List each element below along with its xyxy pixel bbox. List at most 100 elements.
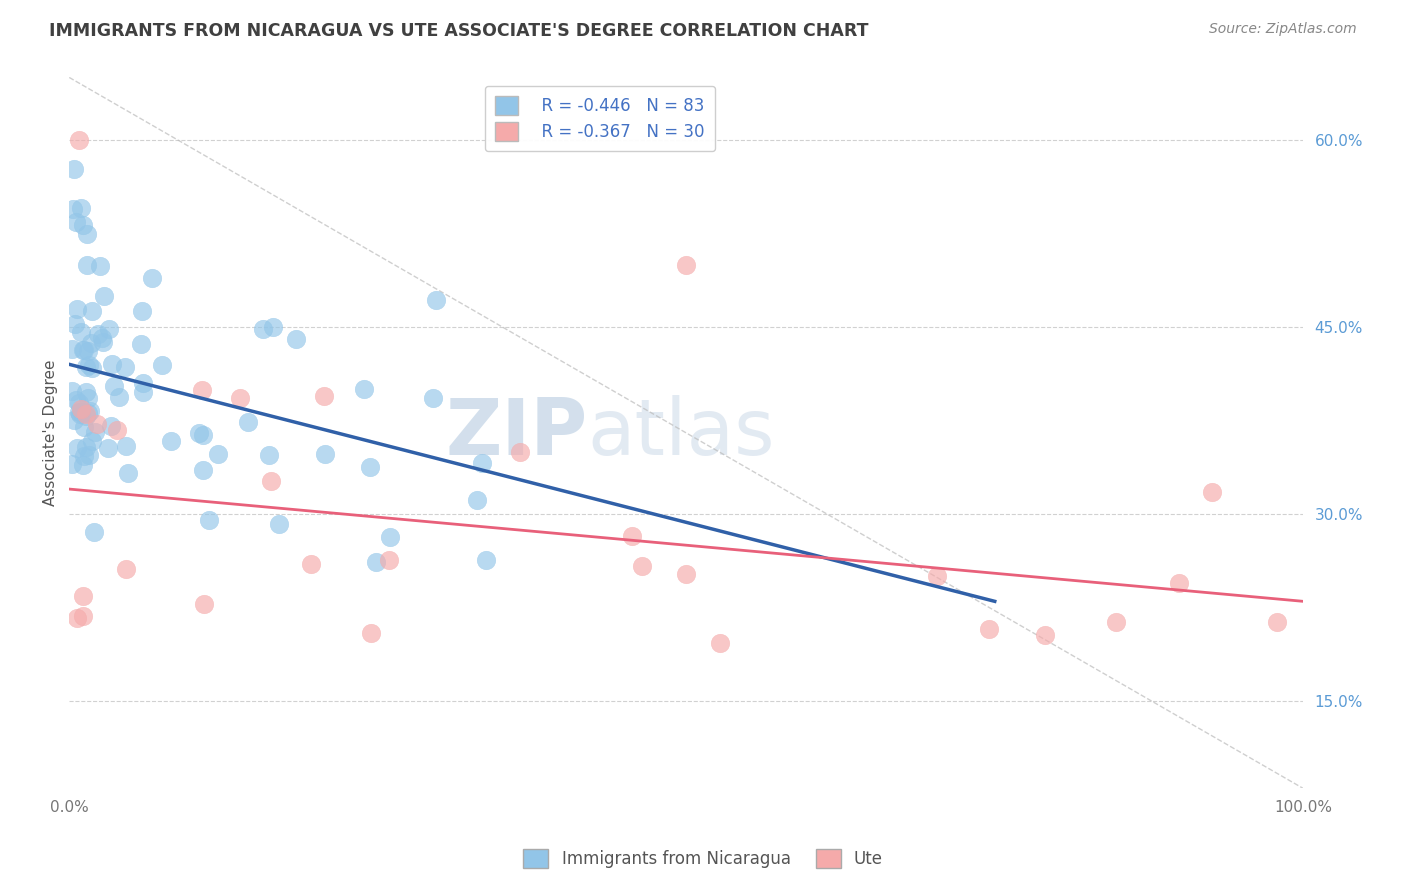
Point (131, 303, 153, 318)
Point (91, 331, 114, 345)
Point (76, 406, 98, 420)
Point (620, 529, 643, 543)
Point (312, 389, 335, 403)
Point (72, 343, 94, 358)
Point (76, 391, 98, 405)
Point (89, 259, 111, 273)
Legend: Immigrants from Nicaragua, Ute: Immigrants from Nicaragua, Ute (516, 842, 890, 875)
Point (193, 597, 215, 611)
Point (353, 383, 375, 397)
Point (79, 404, 101, 418)
Point (75, 385, 97, 400)
Point (72, 458, 94, 473)
Point (72, 589, 94, 603)
Point (80, 360, 103, 375)
Point (262, 319, 284, 334)
Point (97, 441, 120, 455)
Point (260, 475, 283, 489)
Point (150, 358, 173, 372)
Point (299, 557, 322, 571)
Point (475, 553, 498, 567)
Point (141, 271, 163, 285)
Point (70, 326, 93, 340)
Point (75, 407, 97, 421)
Point (675, 566, 697, 581)
Point (422, 391, 444, 405)
Point (65, 611, 87, 625)
Point (1033, 628, 1056, 642)
Point (77, 448, 100, 462)
Point (67, 405, 90, 419)
Point (252, 322, 274, 336)
Point (77, 358, 100, 372)
Point (66, 302, 89, 317)
Point (257, 448, 280, 462)
Point (86, 327, 108, 342)
Point (267, 517, 290, 532)
Text: ZIP: ZIP (446, 395, 588, 471)
Point (191, 428, 214, 442)
Point (98, 322, 121, 336)
Point (108, 390, 131, 404)
Point (1168, 575, 1191, 590)
Point (132, 376, 155, 390)
Point (72, 343, 94, 358)
Point (66, 441, 89, 455)
Point (115, 439, 138, 453)
Point (62, 413, 84, 427)
Point (284, 332, 307, 346)
Point (188, 426, 211, 441)
Point (65, 393, 87, 408)
Point (927, 569, 949, 583)
Point (207, 447, 229, 461)
Legend:   R = -0.446   N = 83,   R = -0.367   N = 30: R = -0.446 N = 83, R = -0.367 N = 30 (485, 86, 716, 151)
Point (709, 636, 731, 650)
Point (630, 559, 652, 574)
Point (65, 215, 87, 229)
Point (79, 335, 101, 350)
Point (76, 258, 98, 272)
Point (229, 391, 252, 405)
Point (1201, 484, 1223, 499)
Point (198, 513, 221, 527)
Point (72, 450, 94, 464)
Point (82, 303, 104, 318)
Point (60, 342, 83, 356)
Point (76, 227, 98, 241)
Point (509, 445, 531, 459)
Point (75, 360, 97, 375)
Point (75, 409, 97, 424)
Point (70, 201, 93, 215)
Point (82, 434, 104, 448)
Point (1265, 615, 1288, 630)
Point (60, 457, 83, 471)
Point (377, 552, 399, 566)
Point (471, 456, 494, 470)
Point (70, 402, 93, 417)
Point (190, 383, 212, 397)
Point (360, 626, 382, 640)
Point (977, 623, 1000, 637)
Point (101, 357, 124, 371)
Text: Source: ZipAtlas.com: Source: ZipAtlas.com (1209, 22, 1357, 37)
Point (675, 258, 697, 272)
Point (67, 133, 90, 147)
Point (77, 344, 100, 359)
Point (132, 384, 155, 399)
Point (103, 379, 125, 393)
Point (72, 218, 94, 232)
Point (467, 493, 489, 508)
Point (86, 417, 108, 431)
Point (114, 360, 136, 375)
Point (378, 530, 401, 544)
Point (238, 415, 260, 429)
Point (359, 460, 381, 475)
Point (75, 440, 97, 454)
Point (60, 384, 83, 398)
Point (314, 447, 336, 461)
Point (83, 525, 105, 540)
Point (72, 608, 94, 623)
Point (129, 336, 152, 351)
Point (73, 419, 96, 434)
Point (65, 318, 87, 332)
